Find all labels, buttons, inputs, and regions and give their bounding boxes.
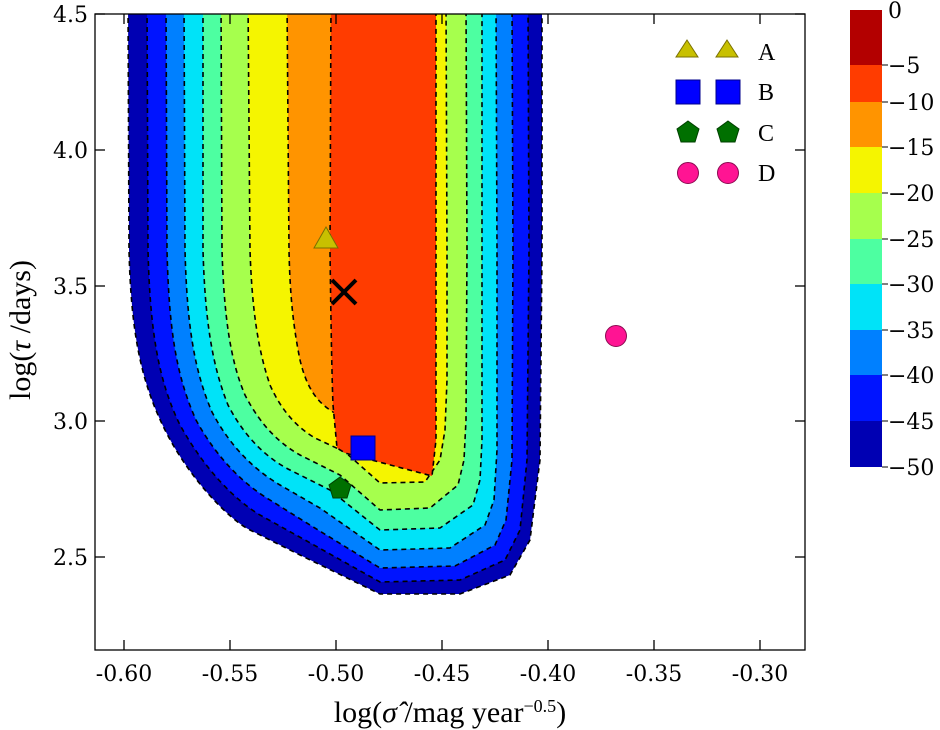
y-tick-label: 4.5: [53, 3, 88, 28]
colorbar-band: [850, 421, 882, 467]
colorbar-tick-label: −50: [888, 456, 934, 481]
legend-d-icon: [677, 162, 699, 184]
x-axis-title: log(σ̂ /mag year−0.5): [334, 696, 566, 729]
legend-c-icon: [716, 120, 740, 143]
colorbar-band: [850, 375, 882, 421]
colorbar-tick-label: −40: [888, 364, 934, 389]
colorbar-band: [850, 330, 882, 375]
x-tick-label: -0.60: [96, 662, 152, 687]
y-tick-label: 4.0: [53, 139, 88, 164]
point-b-square: [350, 435, 376, 461]
colorbar-band: [850, 239, 882, 284]
y-axis: 2.5 3.0 3.5 4.0 4.5: [53, 3, 805, 571]
legend-b-icon: [715, 79, 741, 105]
legend-label-d: D: [758, 161, 775, 187]
legend-label-b: B: [758, 80, 774, 106]
y-axis-title: log(τ /days): [4, 260, 37, 400]
colorbar: 0 −5 −10 −15 −20 −25 −30 −35 −40 −45 −50: [850, 0, 934, 481]
y-tick-label: 3.5: [53, 275, 88, 300]
colorbar-band: [850, 284, 882, 330]
colorbar-tick-label: −15: [888, 136, 934, 161]
plot-frame: [94, 13, 806, 651]
x-tick-label: -0.55: [202, 662, 258, 687]
x-tick-label: -0.45: [414, 662, 470, 687]
x-axis: -0.60 -0.55 -0.50 -0.45 -0.40 -0.35 -0.3…: [96, 14, 788, 687]
legend-b-icon: [675, 79, 701, 105]
colorbar-tick-label: −45: [888, 410, 934, 435]
x-tick-label: -0.40: [520, 662, 576, 687]
contour-band-10-5: [329, 14, 437, 478]
colorbar-band: [850, 65, 882, 102]
colorbar-tick-label: −35: [888, 319, 934, 344]
legend: A B C D: [675, 39, 776, 187]
y-tick-label: 3.0: [53, 410, 88, 435]
legend-label-c: C: [758, 121, 774, 147]
x-tick-label: -0.50: [308, 662, 364, 687]
legend-a-icon: [675, 39, 699, 58]
colorbar-tick-label: −5: [888, 54, 920, 79]
colorbar-tick-label: −25: [888, 228, 934, 253]
colorbar-band: [850, 147, 882, 193]
point-d-circle: [605, 325, 627, 347]
best-fit-marker: [330, 278, 358, 306]
legend-a-icon: [715, 39, 739, 58]
x-tick-label: -0.30: [732, 662, 788, 687]
colorbar-tick-label: −30: [888, 273, 934, 298]
legend-d-icon: [717, 162, 739, 184]
contour-plot-area: [127, 14, 543, 595]
point-a-triangle: [313, 225, 339, 249]
point-c-pentagon: [328, 476, 352, 499]
colorbar-tick-label: 0: [888, 0, 902, 24]
x-tick-label: -0.35: [626, 662, 682, 687]
colorbar-band: [850, 102, 882, 147]
colorbar-tick-label: −10: [888, 91, 934, 116]
colorbar-band: [850, 193, 882, 239]
colorbar-band: [850, 10, 882, 65]
y-tick-label: 2.5: [53, 546, 88, 571]
legend-c-icon: [676, 120, 700, 143]
legend-label-a: A: [758, 40, 776, 66]
colorbar-tick-label: −20: [888, 182, 934, 207]
